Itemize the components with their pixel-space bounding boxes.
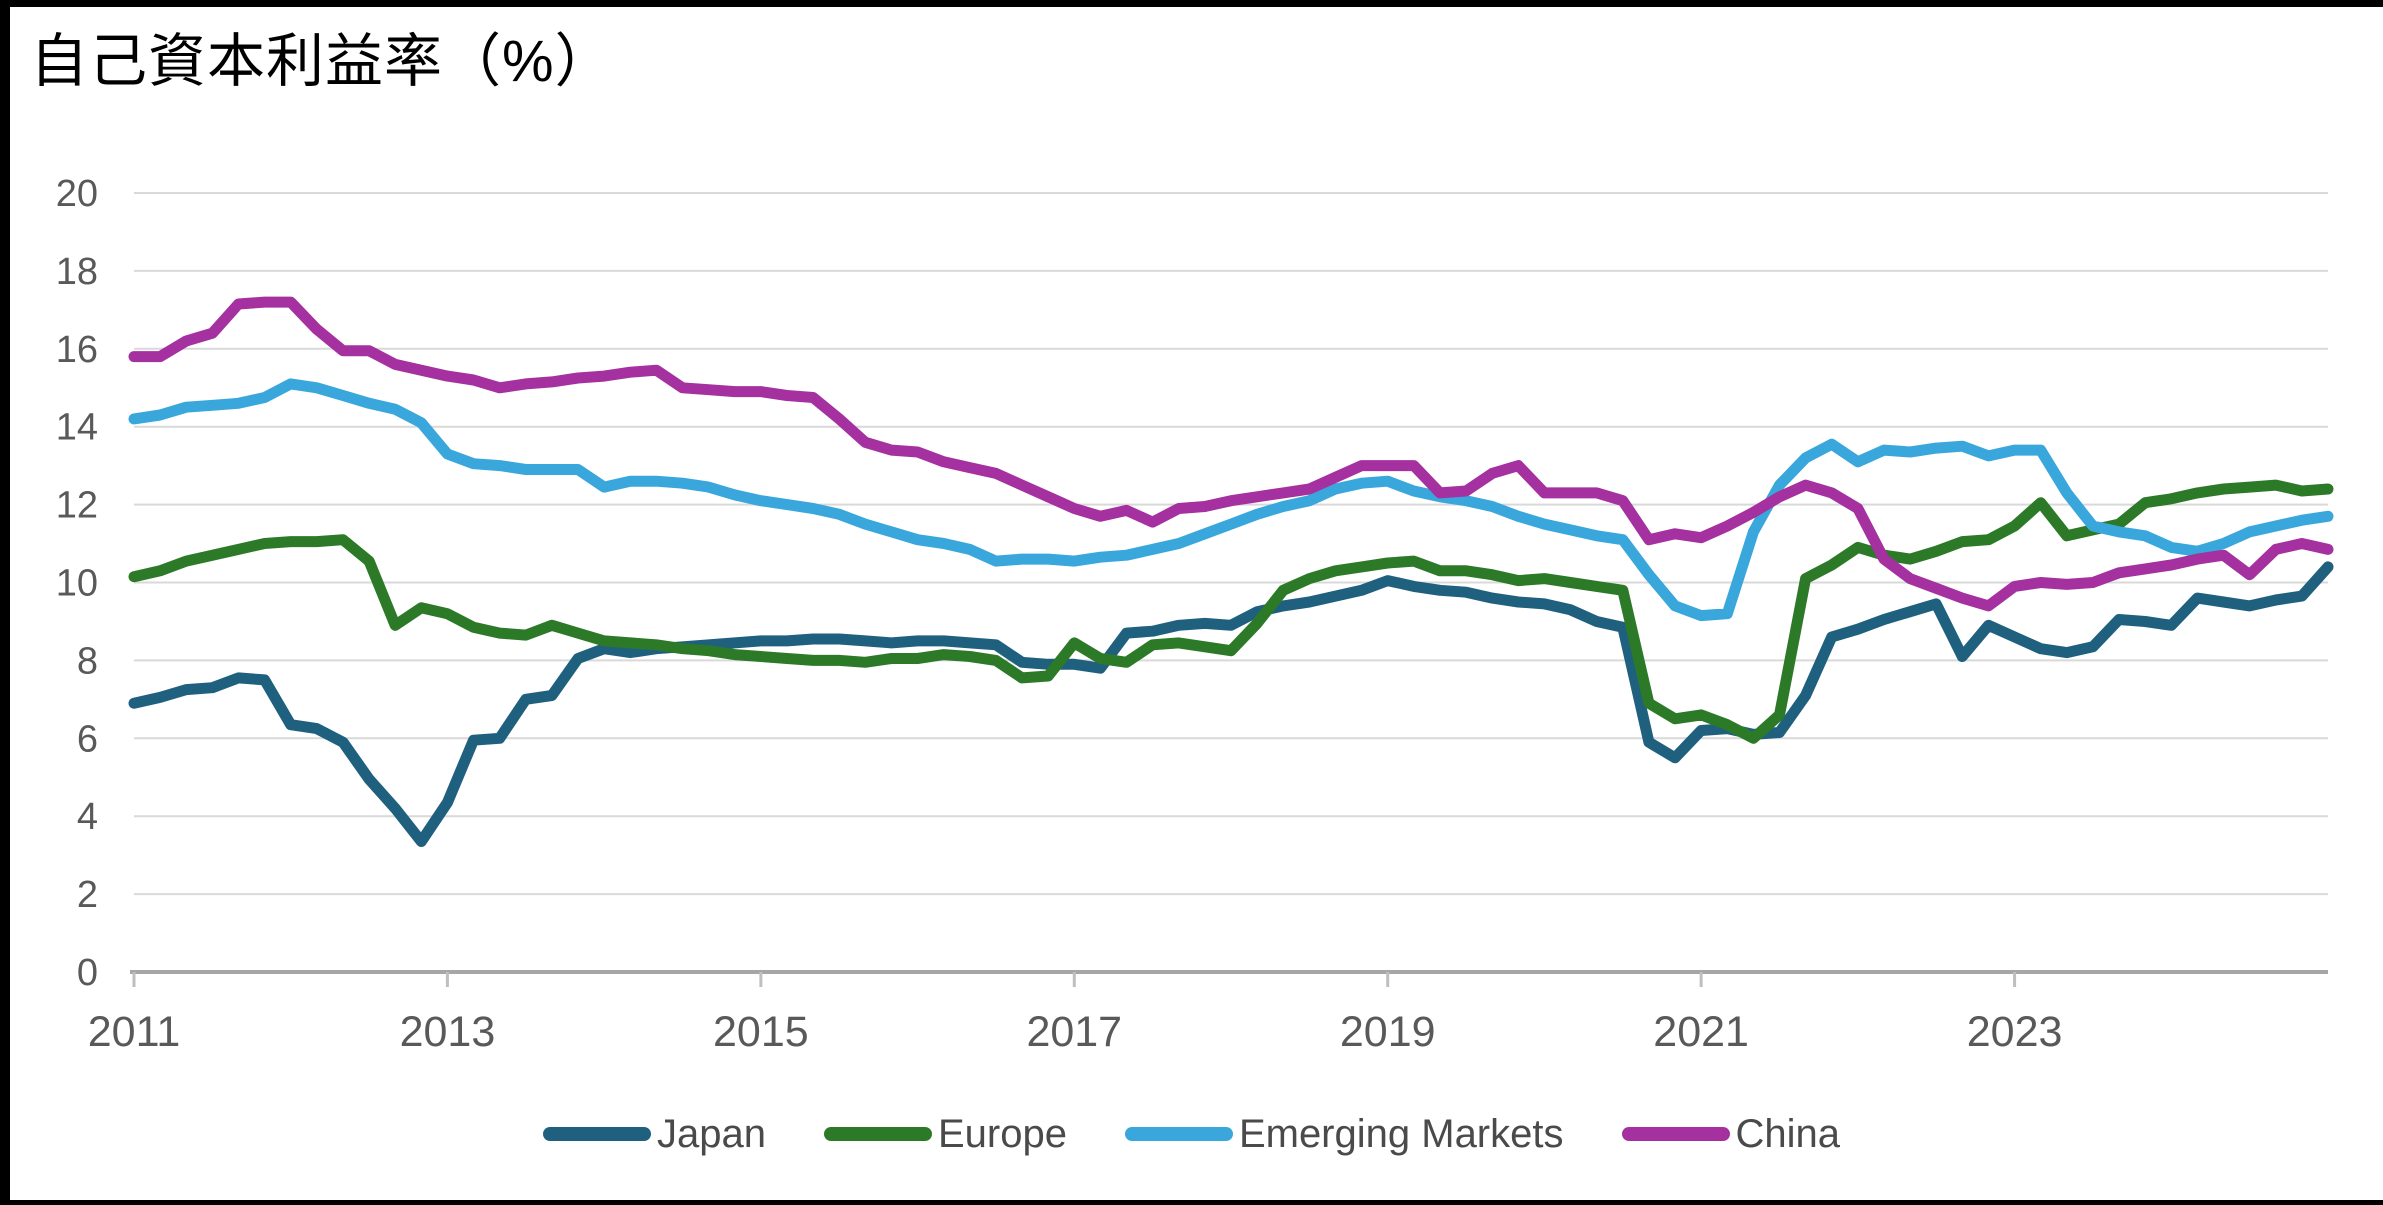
legend-label: Europe: [937, 1111, 1067, 1156]
legend-swatch-icon: [542, 1127, 651, 1141]
x-axis-label-2015: 2015: [713, 1008, 809, 1056]
legend-label: China: [1735, 1111, 1841, 1156]
y-axis-label-0: 0: [77, 952, 98, 994]
frame-border-bottom: [0, 1200, 2383, 1205]
legend-label: Japan: [656, 1111, 766, 1156]
legend-swatch-icon: [1124, 1127, 1233, 1141]
x-axis-label-2021: 2021: [1653, 1008, 1749, 1056]
y-axis-label-12: 12: [56, 485, 98, 527]
chart-legend: Japan Europe Emerging Markets China: [0, 1104, 2383, 1164]
legend-label: Emerging Markets: [1238, 1111, 1564, 1156]
frame-border-top: [0, 0, 2383, 7]
legend-swatch-icon: [1621, 1127, 1730, 1141]
y-axis-label-4: 4: [77, 796, 98, 838]
y-axis-label-6: 6: [77, 718, 98, 760]
legend-item-china: China: [1621, 1111, 1841, 1157]
y-axis-label-16: 16: [56, 329, 98, 371]
legend-item-europe: Europe: [823, 1111, 1067, 1157]
x-axis-label-2023: 2023: [1967, 1008, 2063, 1056]
series-line-europe: [128, 479, 2334, 744]
x-axis-label-2017: 2017: [1026, 1008, 1122, 1056]
legend-swatch-icon: [823, 1127, 932, 1141]
x-axis-label-2013: 2013: [400, 1008, 496, 1056]
chart-title: 自己資本利益率（%）: [30, 29, 614, 94]
x-axis-label-2011: 2011: [88, 1008, 180, 1056]
y-axis-label-20: 20: [56, 173, 98, 215]
y-axis-label-18: 18: [56, 251, 98, 293]
legend-item-japan: Japan: [542, 1111, 766, 1157]
y-axis-label-14: 14: [56, 407, 98, 449]
series-line-china: [128, 296, 2334, 612]
y-axis-label-8: 8: [77, 640, 98, 682]
y-axis-label-10: 10: [56, 563, 98, 605]
frame-border-left: [0, 0, 10, 1205]
x-axis-label-2019: 2019: [1340, 1008, 1436, 1056]
y-axis-label-2: 2: [77, 874, 98, 916]
legend-item-emerging-markets: Emerging Markets: [1124, 1111, 1564, 1157]
series-line-japan: [128, 561, 2334, 847]
series-line-emerging-markets: [128, 378, 2334, 622]
